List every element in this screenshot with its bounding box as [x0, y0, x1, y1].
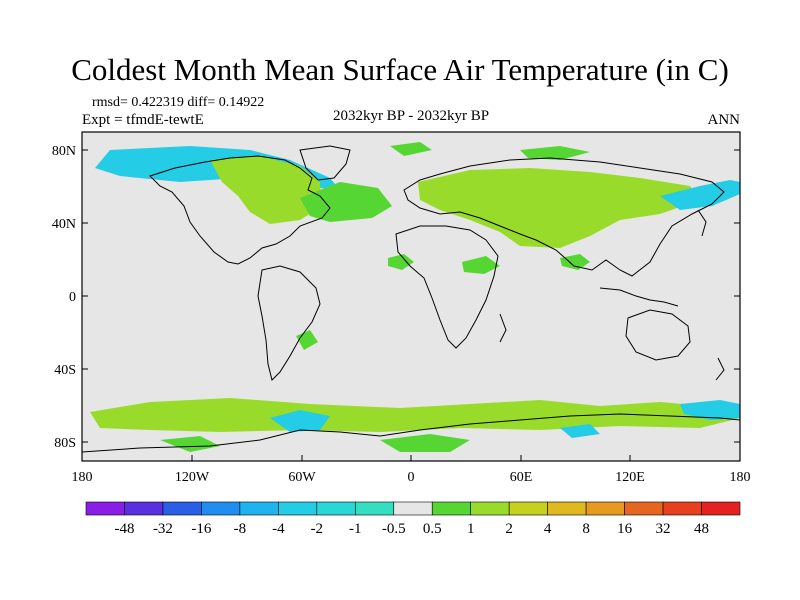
lat-tick-label: 40N: [52, 217, 76, 232]
experiment-label: Expt = tfmdE-tewtE: [82, 112, 204, 128]
coastline-africa: [395, 225, 499, 349]
coastline-australia: [625, 309, 691, 361]
colorbar-label: 2: [505, 521, 513, 537]
anomaly-patch-eurasia: [418, 168, 700, 248]
colorbar-swatch: [201, 501, 241, 516]
colorbar-swatch: [508, 501, 548, 516]
colorbar-label: -32: [153, 521, 173, 537]
anomaly-patch-siberia-north: [520, 146, 590, 160]
coastline-south-america: [257, 265, 321, 381]
coastline-japan: [697, 209, 707, 237]
coastline-indonesia: [599, 287, 679, 307]
colorbar-swatch: [393, 501, 433, 516]
anomaly-patch-southern-ocean: [90, 398, 740, 432]
lon-tick-label: 0: [408, 470, 415, 485]
axis-tick-marks: [81, 149, 741, 461]
coastline-eurasia: [403, 157, 725, 277]
anomaly-patch-ross-sea: [680, 400, 740, 420]
colorbar-label: -0.5: [382, 521, 406, 537]
coastline-antarctica: [82, 413, 740, 453]
anomaly-patch-mid-atlantic: [388, 254, 414, 270]
anomaly-patch-arabia: [560, 254, 590, 270]
colorbar-swatch: [239, 501, 279, 516]
anomaly-patch-antarctic-coast: [270, 410, 330, 432]
lon-tick-label: 120W: [175, 470, 210, 485]
colorbar-swatch: [662, 501, 702, 516]
lat-tick-label: 80N: [52, 144, 76, 159]
colorbar-label: 1: [467, 521, 475, 537]
colorbar-swatch: [316, 501, 356, 516]
colorbar-label: -2: [311, 521, 324, 537]
colorbar-label: -16: [191, 521, 211, 537]
lat-tick-label: 0: [69, 290, 76, 305]
anomaly-shading: [90, 142, 740, 452]
colorbar-swatch: [431, 501, 472, 516]
coastline-north-america: [149, 155, 331, 265]
anomaly-patch-sahara: [462, 256, 500, 274]
lon-tick-label: 180: [72, 470, 93, 485]
time-range-label: 2032kyr BP - 2032kyr BP: [333, 108, 489, 124]
stats-label: rmsd= 0.422319 diff= 0.14922: [92, 95, 264, 110]
anomaly-patch-weddell: [560, 424, 600, 438]
coastline-new-zealand: [715, 357, 725, 381]
colorbar: -48 -32 -16 -8 -4 -2 -1 -0.5 0.5 1 2 4 8 16 32 48: [85, 501, 741, 537]
colorbar-swatch: [162, 501, 202, 516]
coastline-greenland: [299, 145, 351, 181]
colorbar-swatch: [585, 501, 625, 516]
lat-tick-label: 40S: [54, 363, 76, 378]
colorbar-label: -1: [349, 521, 362, 537]
colorbar-swatch: [547, 501, 587, 516]
colorbar-label: 0.5: [423, 521, 442, 537]
lon-tick-label: 60E: [510, 470, 533, 485]
colorbar-label: 48: [694, 521, 709, 537]
coastline-madagascar: [499, 313, 507, 343]
colorbar-label: -48: [114, 521, 134, 537]
longitude-axis: 180 120W 60W 0 60E 120E 180: [72, 470, 751, 485]
anomaly-patch-na-interior: [210, 156, 322, 224]
lon-tick-label: 60W: [288, 470, 316, 485]
colorbar-swatch: [470, 501, 510, 516]
anomaly-patch-south-america: [296, 330, 318, 350]
colorbar-label: 4: [544, 521, 552, 537]
colorbar-swatch: [278, 501, 318, 516]
colorbar-label: -8: [234, 521, 247, 537]
lat-tick-label: 80S: [54, 436, 76, 451]
colorbar-swatch: [124, 501, 164, 516]
coastlines: [82, 145, 740, 453]
colorbar-label: 16: [617, 521, 633, 537]
anomaly-patch-antarctic-interior: [380, 434, 470, 452]
colorbar-label: 8: [582, 521, 590, 537]
anomaly-patch-north-atlantic: [300, 182, 392, 222]
colorbar-swatch: [624, 501, 664, 516]
lon-tick-label: 120E: [615, 470, 645, 485]
anomaly-patch-antarctic-interior-2: [160, 436, 220, 452]
anomaly-patch-greenland-sea: [390, 142, 432, 156]
colorbar-label: 32: [656, 521, 671, 537]
chart-title: Coldest Month Mean Surface Air Temperatu…: [71, 52, 729, 87]
season-label: ANN: [708, 112, 741, 128]
map-panel: [82, 132, 740, 461]
colorbar-label: -4: [272, 521, 285, 537]
anomaly-patch-nw-pacific: [660, 180, 740, 210]
latitude-axis: 80N 40N 0 40S 80S: [52, 144, 76, 451]
colorbar-swatch: [85, 501, 125, 516]
colorbar-swatch: [354, 501, 395, 516]
lon-tick-label: 180: [730, 470, 751, 485]
colorbar-swatch: [701, 501, 741, 516]
